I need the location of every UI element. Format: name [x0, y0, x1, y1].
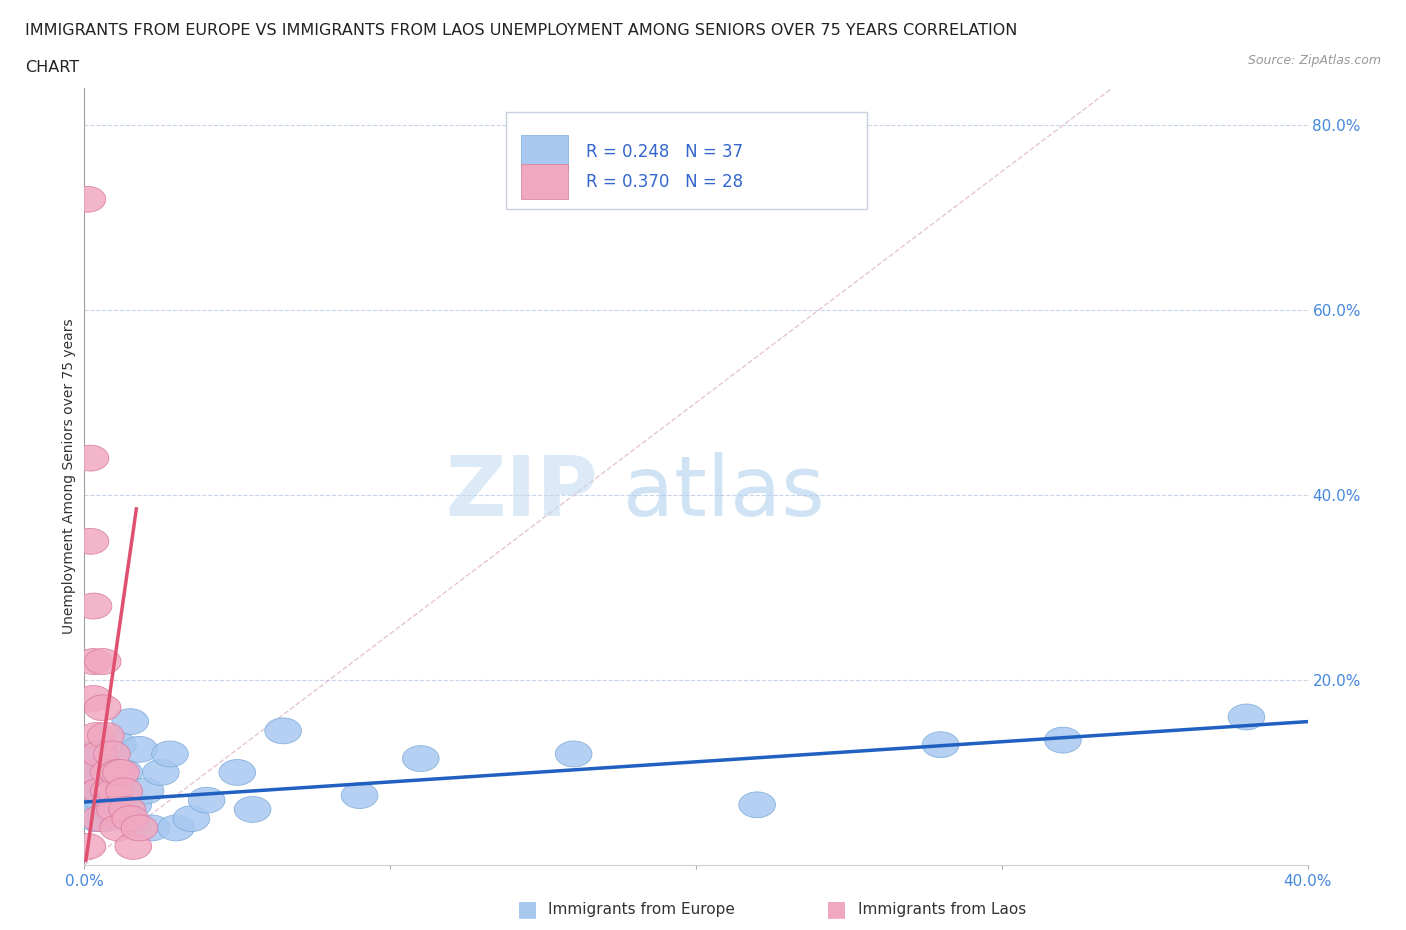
Ellipse shape [103, 760, 139, 786]
Ellipse shape [94, 741, 131, 767]
Ellipse shape [75, 593, 112, 619]
Text: Source: ZipAtlas.com: Source: ZipAtlas.com [1247, 54, 1381, 67]
Ellipse shape [105, 778, 142, 804]
Ellipse shape [173, 805, 209, 831]
Ellipse shape [152, 741, 188, 767]
Ellipse shape [75, 741, 112, 767]
Ellipse shape [738, 791, 776, 817]
Ellipse shape [121, 737, 157, 763]
Ellipse shape [219, 760, 256, 786]
Ellipse shape [134, 815, 170, 841]
Ellipse shape [105, 760, 142, 786]
Ellipse shape [84, 648, 121, 674]
Bar [522, 165, 568, 199]
Text: ■: ■ [827, 899, 846, 920]
Ellipse shape [84, 769, 121, 794]
Y-axis label: Unemployment Among Seniors over 75 years: Unemployment Among Seniors over 75 years [62, 319, 76, 634]
Ellipse shape [79, 723, 115, 749]
Ellipse shape [264, 718, 301, 744]
Ellipse shape [82, 741, 118, 767]
Ellipse shape [127, 778, 165, 804]
Text: ■: ■ [517, 899, 537, 920]
Ellipse shape [75, 783, 112, 808]
Ellipse shape [69, 833, 105, 859]
Bar [522, 135, 568, 170]
Ellipse shape [69, 186, 105, 212]
Ellipse shape [100, 760, 136, 786]
Ellipse shape [97, 801, 134, 827]
Text: R = 0.370   N = 28: R = 0.370 N = 28 [586, 173, 742, 191]
Ellipse shape [108, 796, 146, 822]
Ellipse shape [79, 760, 115, 786]
Ellipse shape [84, 695, 121, 721]
Text: Immigrants from Europe: Immigrants from Europe [548, 902, 735, 917]
Ellipse shape [82, 796, 118, 822]
Ellipse shape [1045, 727, 1081, 753]
Text: CHART: CHART [25, 60, 79, 75]
Ellipse shape [157, 815, 194, 841]
Ellipse shape [72, 774, 108, 799]
Text: IMMIGRANTS FROM EUROPE VS IMMIGRANTS FROM LAOS UNEMPLOYMENT AMONG SENIORS OVER 7: IMMIGRANTS FROM EUROPE VS IMMIGRANTS FRO… [25, 23, 1018, 38]
Ellipse shape [79, 805, 115, 831]
Ellipse shape [87, 723, 124, 749]
Ellipse shape [142, 760, 179, 786]
Ellipse shape [82, 805, 118, 831]
Ellipse shape [90, 778, 127, 804]
Ellipse shape [75, 648, 112, 674]
Ellipse shape [121, 815, 157, 841]
Ellipse shape [69, 764, 105, 790]
Ellipse shape [87, 755, 124, 781]
Text: ZIP: ZIP [446, 452, 598, 533]
Ellipse shape [87, 805, 124, 831]
Ellipse shape [103, 778, 139, 804]
Ellipse shape [555, 741, 592, 767]
Ellipse shape [82, 746, 118, 772]
Ellipse shape [922, 732, 959, 758]
Ellipse shape [342, 783, 378, 808]
Ellipse shape [72, 528, 108, 554]
Ellipse shape [84, 787, 121, 813]
Text: R = 0.248   N = 37: R = 0.248 N = 37 [586, 143, 742, 162]
Ellipse shape [1227, 704, 1265, 730]
Ellipse shape [100, 815, 136, 841]
Ellipse shape [90, 783, 127, 808]
Ellipse shape [97, 796, 134, 822]
Ellipse shape [112, 805, 149, 831]
Ellipse shape [115, 791, 152, 817]
Ellipse shape [235, 796, 271, 822]
Text: atlas: atlas [623, 452, 824, 533]
Ellipse shape [97, 778, 134, 804]
Ellipse shape [90, 760, 127, 786]
Ellipse shape [188, 787, 225, 813]
Ellipse shape [72, 445, 108, 472]
Ellipse shape [115, 833, 152, 859]
Ellipse shape [82, 778, 118, 804]
Ellipse shape [94, 791, 131, 817]
Ellipse shape [402, 746, 439, 772]
FancyBboxPatch shape [506, 112, 868, 208]
Ellipse shape [112, 709, 149, 735]
Ellipse shape [100, 732, 136, 758]
Text: Immigrants from Laos: Immigrants from Laos [858, 902, 1026, 917]
Ellipse shape [75, 685, 112, 711]
